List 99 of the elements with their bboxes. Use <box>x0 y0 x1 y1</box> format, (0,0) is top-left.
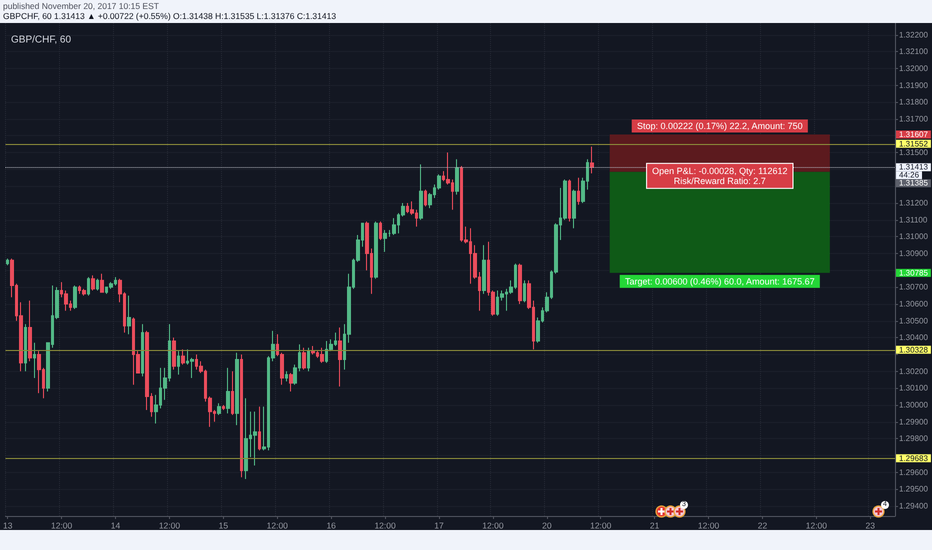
candlestick <box>82 288 86 296</box>
candlestick <box>235 352 239 426</box>
ref-line-label: 1.29683 <box>899 454 928 463</box>
candlestick <box>374 221 378 280</box>
candlestick <box>244 398 248 480</box>
candlestick <box>24 324 27 372</box>
candlestick <box>289 372 293 392</box>
x-tick-label: 21 <box>650 520 660 530</box>
candlestick <box>523 280 526 303</box>
y-tick-label: 1.30100 <box>899 384 928 393</box>
y-tick-label: 1.31800 <box>899 98 928 107</box>
y-tick-label: 1.29900 <box>899 417 928 426</box>
y-tick-label: 1.31200 <box>899 198 928 208</box>
candlestick <box>568 178 571 222</box>
y-tick-label: 1.30000 <box>899 400 928 410</box>
candlestick <box>258 406 261 451</box>
annotation: Open P&L: -0.00028, Qty: 112612 Risk/Reward Ratio: 2.7 <box>652 166 788 186</box>
candlestick <box>518 263 522 304</box>
x-tick-label: 12:00 <box>698 520 720 530</box>
ref-line-label: 1.30328 <box>899 345 928 354</box>
candlestick <box>28 300 32 362</box>
x-tick-label: 12:00 <box>50 520 73 530</box>
y-tick-label: 1.31900 <box>899 80 928 90</box>
y-tick-label: 1.32200 <box>899 30 928 40</box>
candlestick <box>181 348 185 366</box>
x-tick-label: 12:00 <box>590 520 612 530</box>
candlestick <box>240 354 243 478</box>
candlestick <box>419 164 423 220</box>
y-tick-label: 1.31500 <box>899 148 928 158</box>
text: 1.31607 <box>899 130 928 140</box>
band-label: Target: 0.00600 (0.46%) 60.0, Amount: 1675.67 <box>624 276 815 286</box>
x-tick-label: 12:00 <box>482 520 504 530</box>
y-tick-label: 1.30700 <box>899 282 928 292</box>
candlestick <box>91 274 95 292</box>
candlestick <box>307 347 310 372</box>
candlestick <box>320 347 324 364</box>
y-tick-label: 1.30900 <box>899 249 928 258</box>
candlestick <box>141 324 144 377</box>
candlestick <box>253 411 257 466</box>
candlestick <box>217 402 221 416</box>
text: published November 20, 2017 10:15 EST <box>3 1 159 11</box>
y-tick-label: 1.30400 <box>899 333 928 342</box>
text: 1.30785 <box>899 268 928 278</box>
candlestick <box>177 350 180 376</box>
candlestick <box>127 295 131 335</box>
candlestick <box>383 229 387 252</box>
y-tick-label: 1.29600 <box>899 468 928 477</box>
y-tick-label: 1.30600 <box>899 299 928 308</box>
candlestick <box>577 177 580 206</box>
y-tick-label: 1.31700 <box>899 114 928 124</box>
y-tick-label: 1.29500 <box>899 484 928 494</box>
candlestick <box>96 278 99 292</box>
candlestick <box>424 189 427 207</box>
candlestick <box>572 189 576 229</box>
candlestick <box>87 276 90 296</box>
candlestick <box>379 221 382 241</box>
y-tick-label: 1.31100 <box>899 215 928 224</box>
chart-subtitle: GBPCHF, 60 1.31413 ▲ +0.00722 (+0.55%) O:1.31438 H:1.31535 L:1.31376 C:1.31413 <box>3 11 336 21</box>
candlestick <box>172 337 176 370</box>
x-tick-label: 12:00 <box>806 520 828 530</box>
y-tick-label: 1.30500 <box>899 316 928 326</box>
x-tick-label: 12:00 <box>266 520 288 530</box>
candlestick <box>311 346 315 355</box>
y-tick-label: 1.29400 <box>899 501 928 510</box>
candlestick <box>590 146 594 174</box>
candlestick <box>285 370 288 382</box>
y-tick-label: 1.31000 <box>899 232 928 242</box>
x-tick-label: 15 <box>218 520 228 530</box>
candlestick <box>73 284 77 310</box>
candlestick <box>100 273 104 293</box>
candlestick <box>37 350 41 394</box>
candlestick <box>302 347 306 370</box>
text: GBP/CHF, 60 <box>11 34 72 46</box>
candlestick <box>222 404 225 410</box>
candlestick <box>482 244 486 294</box>
y-tick-label: 1.32100 <box>899 47 928 56</box>
x-tick-label: 14 <box>110 520 121 530</box>
y-tick-label: 1.32000 <box>899 64 928 73</box>
ref-line-label: 1.31552 <box>899 139 928 148</box>
x-tick-label: 12:00 <box>374 520 396 530</box>
x-tick-label: 16 <box>326 520 336 530</box>
ref-line-label: 1.31413 <box>899 162 928 172</box>
band-label: Stop: 0.00222 (0.17%) 22.2, Amount: 750 <box>636 121 803 132</box>
candlestick <box>338 327 342 387</box>
x-tick-label: 17 <box>434 520 444 530</box>
text: 1.31385 <box>899 178 928 188</box>
x-tick-label: 12:00 <box>158 520 180 530</box>
x-tick-label: 20 <box>542 520 552 530</box>
y-tick-label: 1.30200 <box>899 366 928 376</box>
x-tick-label: 22 <box>758 520 768 530</box>
y-tick-label: 1.29800 <box>899 434 928 444</box>
candlestick <box>231 370 234 416</box>
candlestick <box>455 158 459 196</box>
text: 44:26 <box>899 170 920 180</box>
candlestick <box>33 342 36 379</box>
x-tick-label: 23 <box>866 520 876 530</box>
candlestick <box>226 367 230 414</box>
x-tick-label: 13 <box>2 520 13 530</box>
candlestick <box>6 258 9 266</box>
